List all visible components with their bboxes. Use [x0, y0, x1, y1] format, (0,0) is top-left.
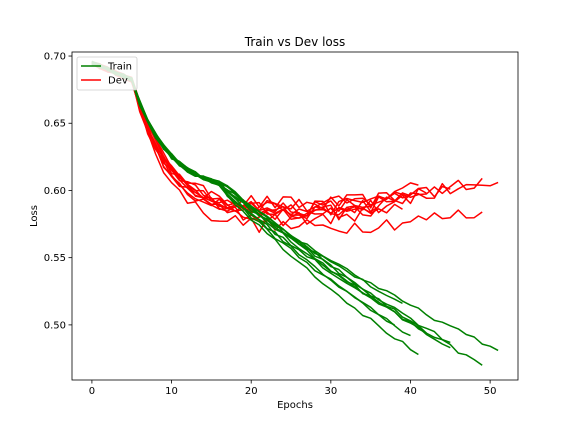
- x-tick-label: 40: [404, 386, 417, 397]
- x-tick-label: 20: [245, 386, 258, 397]
- x-tick-label: 10: [165, 386, 178, 397]
- legend-train-label: Train: [107, 62, 132, 73]
- x-tick-label: 30: [324, 386, 337, 397]
- train-series-line: [91, 61, 499, 352]
- dev-series-line: [91, 63, 483, 234]
- legend: Train Dev: [76, 56, 138, 91]
- x-tick-label: 50: [484, 386, 497, 397]
- legend-dev-label: Dev: [108, 76, 128, 87]
- plot-frame: [71, 51, 519, 381]
- chart-title: Train vs Dev loss: [244, 35, 346, 49]
- y-tick-label: 0.65: [44, 119, 66, 130]
- x-tick-label: 0: [89, 386, 95, 397]
- train-series-line: [91, 60, 451, 349]
- y-tick-label: 0.70: [44, 52, 66, 63]
- dev-series-line: [91, 63, 499, 210]
- dev-series-line: [91, 62, 403, 222]
- axes: 0 10 20 30 40 50 0.50 0.55 0.60 0.65 0.70: [44, 52, 497, 397]
- x-axis-label: Epochs: [277, 400, 313, 411]
- train-series-line: [91, 63, 379, 303]
- y-tick-label: 0.50: [44, 320, 66, 331]
- y-tick-label: 0.60: [44, 186, 66, 197]
- plot-lines: [91, 60, 499, 366]
- y-tick-label: 0.55: [44, 253, 66, 264]
- y-axis-label: Loss: [29, 205, 40, 227]
- dev-series-line: [91, 62, 419, 217]
